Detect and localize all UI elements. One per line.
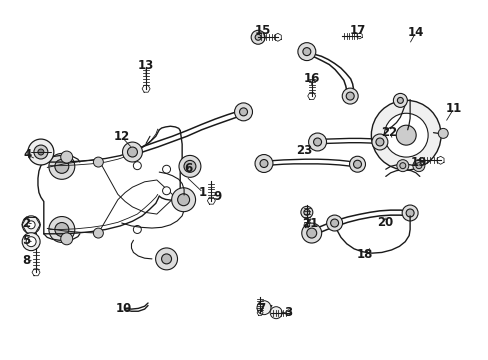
- Circle shape: [255, 34, 261, 40]
- Circle shape: [162, 165, 170, 173]
- Text: 2: 2: [22, 216, 30, 230]
- Circle shape: [55, 159, 69, 174]
- Circle shape: [239, 108, 247, 116]
- Text: 5: 5: [22, 234, 30, 247]
- Circle shape: [26, 237, 36, 247]
- Text: 3: 3: [284, 306, 292, 319]
- Circle shape: [161, 254, 171, 264]
- Circle shape: [183, 161, 196, 172]
- Circle shape: [171, 188, 195, 212]
- Text: 17: 17: [348, 24, 365, 37]
- Text: 1: 1: [199, 186, 207, 199]
- Circle shape: [303, 209, 309, 215]
- Circle shape: [22, 216, 40, 234]
- Circle shape: [437, 129, 447, 138]
- Circle shape: [301, 223, 321, 243]
- Circle shape: [38, 149, 44, 155]
- Text: 13: 13: [138, 59, 154, 72]
- Circle shape: [28, 139, 54, 165]
- Circle shape: [61, 151, 73, 163]
- Circle shape: [330, 219, 338, 227]
- Circle shape: [93, 157, 103, 167]
- Circle shape: [179, 156, 201, 177]
- Circle shape: [234, 103, 252, 121]
- Circle shape: [93, 228, 103, 238]
- Circle shape: [349, 156, 365, 172]
- Circle shape: [370, 100, 440, 170]
- Circle shape: [251, 30, 264, 44]
- Text: 16: 16: [303, 72, 319, 85]
- Text: 11: 11: [445, 102, 461, 115]
- Circle shape: [306, 228, 316, 238]
- Circle shape: [397, 98, 403, 103]
- Circle shape: [155, 248, 177, 270]
- Text: 6: 6: [184, 162, 192, 175]
- Circle shape: [326, 215, 342, 231]
- Circle shape: [260, 159, 267, 167]
- Circle shape: [353, 160, 361, 168]
- Circle shape: [34, 145, 48, 159]
- Circle shape: [342, 88, 357, 104]
- Circle shape: [300, 206, 312, 218]
- Text: 14: 14: [407, 26, 423, 39]
- Circle shape: [257, 301, 270, 315]
- Circle shape: [313, 138, 321, 146]
- Text: 10: 10: [115, 302, 132, 315]
- Text: 20: 20: [376, 216, 392, 229]
- Text: 15: 15: [254, 24, 271, 37]
- Circle shape: [27, 221, 35, 229]
- Circle shape: [49, 216, 75, 242]
- Circle shape: [177, 194, 189, 206]
- Circle shape: [396, 160, 408, 172]
- Circle shape: [401, 205, 417, 221]
- Circle shape: [302, 48, 310, 55]
- Circle shape: [127, 147, 137, 157]
- Circle shape: [371, 134, 387, 150]
- Text: 18: 18: [356, 248, 373, 261]
- Text: 19: 19: [410, 156, 426, 169]
- Circle shape: [384, 113, 427, 157]
- Circle shape: [395, 125, 415, 145]
- Circle shape: [375, 138, 383, 146]
- Circle shape: [61, 233, 73, 245]
- Text: 22: 22: [381, 126, 397, 139]
- Text: 23: 23: [295, 144, 311, 157]
- Text: 8: 8: [22, 254, 30, 267]
- Circle shape: [415, 163, 421, 168]
- Circle shape: [412, 160, 424, 172]
- Circle shape: [308, 133, 326, 151]
- Circle shape: [122, 142, 142, 162]
- Circle shape: [133, 162, 141, 170]
- Circle shape: [55, 222, 69, 237]
- Circle shape: [406, 209, 413, 217]
- Circle shape: [399, 163, 405, 168]
- Circle shape: [22, 233, 40, 251]
- Circle shape: [133, 225, 141, 234]
- Text: 21: 21: [302, 217, 318, 230]
- Text: 12: 12: [113, 130, 130, 144]
- Text: 9: 9: [213, 190, 222, 203]
- Circle shape: [162, 187, 170, 195]
- Circle shape: [393, 93, 407, 107]
- Text: 4: 4: [23, 148, 32, 161]
- Text: 7: 7: [257, 302, 265, 315]
- Circle shape: [297, 42, 315, 60]
- Circle shape: [49, 153, 75, 179]
- Circle shape: [270, 307, 282, 319]
- Circle shape: [255, 154, 272, 172]
- Circle shape: [346, 92, 353, 100]
